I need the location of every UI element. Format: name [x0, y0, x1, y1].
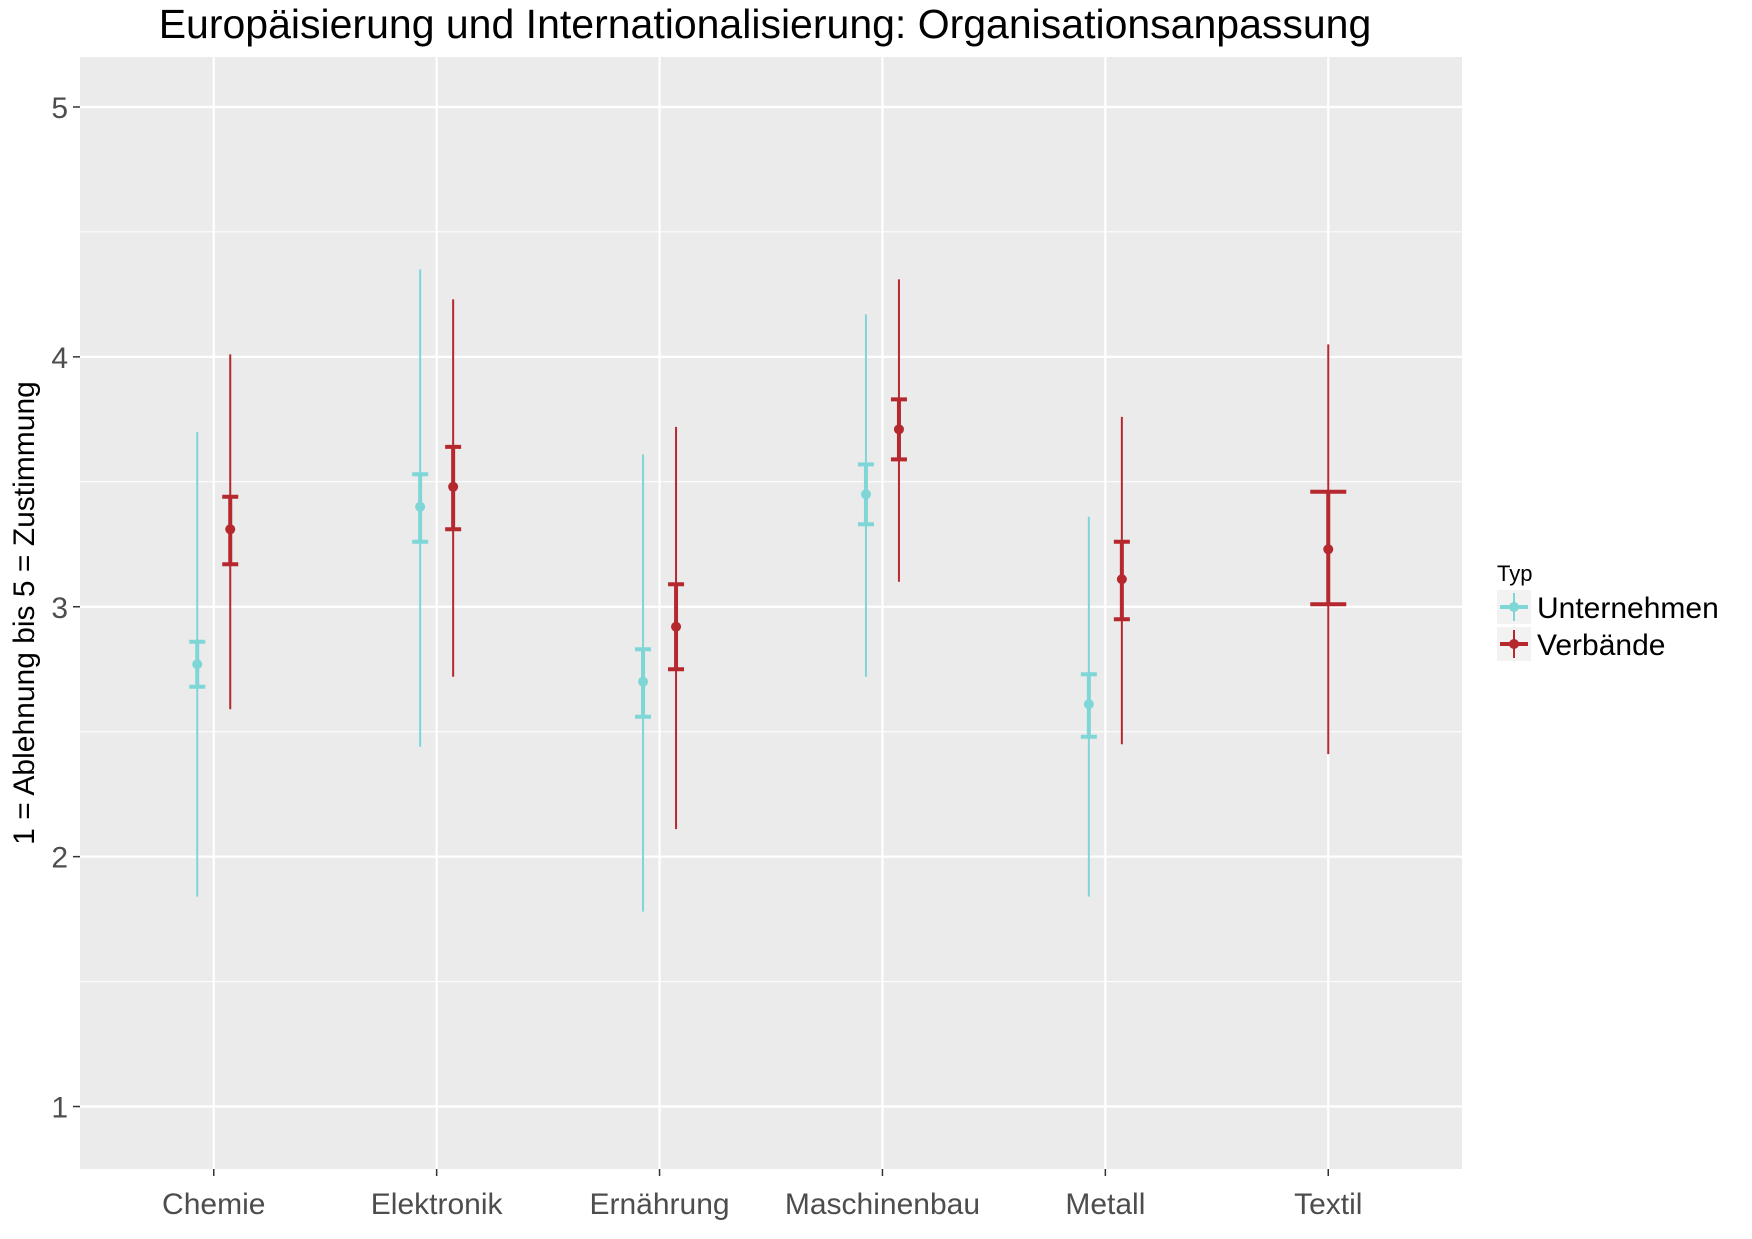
- legend: Typ Unternehmen Verbände: [1497, 561, 1719, 662]
- mean-point: [671, 621, 682, 632]
- y-tick-label: 5: [51, 92, 68, 125]
- mean-point: [860, 489, 871, 500]
- x-tick-label: Textil: [1294, 1188, 1362, 1221]
- errorbar-verbände-chemie: [222, 354, 239, 710]
- mean-point: [1323, 544, 1334, 555]
- x-axis: Chemie Elektronik Ernährung Maschinenbau Met…: [162, 1169, 1362, 1221]
- errorbar-unternehmen-elektronik: [412, 269, 429, 747]
- x-tick-label: Elektronik: [371, 1188, 504, 1221]
- errorbar-verbände-maschinenbau: [890, 279, 907, 582]
- mean-point: [638, 676, 649, 687]
- y-axis: 1 2 3 4 5: [51, 92, 80, 1125]
- plot-panel: [80, 57, 1462, 1169]
- mean-point: [893, 424, 904, 435]
- y-tick-label: 1: [51, 1092, 68, 1125]
- errorbar-unternehmen-maschinenbau: [857, 314, 874, 677]
- y-tick-label: 2: [51, 842, 68, 875]
- legend-key-point: [1509, 602, 1519, 612]
- x-tick-label: Maschinenbau: [785, 1188, 980, 1221]
- legend-title: Typ: [1497, 561, 1532, 586]
- x-tick-label: Metall: [1065, 1188, 1145, 1221]
- gridlines: [80, 57, 1462, 1169]
- mean-point: [1116, 574, 1127, 585]
- x-tick-label: Chemie: [162, 1188, 265, 1221]
- errorbar-verbände-textil: [1310, 344, 1347, 755]
- legend-label: Verbände: [1537, 629, 1665, 662]
- errorbar-verbände-ernährung: [668, 426, 685, 830]
- mean-point: [225, 524, 236, 535]
- mean-point: [1083, 699, 1094, 710]
- y-tick-label: 3: [51, 592, 68, 625]
- data-marks: [189, 269, 1347, 912]
- errorbar-verbände-metall: [1113, 416, 1130, 745]
- errorbar-unternehmen-chemie: [189, 431, 206, 897]
- chart-title: Europäisierung und Internationalisierung…: [159, 1, 1372, 47]
- legend-key-point: [1509, 639, 1519, 649]
- errorbar-verbände-elektronik: [445, 299, 462, 677]
- mean-point: [192, 659, 203, 670]
- errorbar-unternehmen-ernährung: [635, 454, 652, 912]
- x-tick-label: Ernährung: [589, 1188, 729, 1221]
- errorbar-unternehmen-metall: [1080, 516, 1097, 897]
- y-tick-label: 4: [51, 342, 68, 375]
- mean-point: [415, 501, 426, 512]
- mean-point: [448, 481, 459, 492]
- y-axis-title: 1 = Ablehnung bis 5 = Zustimmung: [8, 381, 41, 845]
- legend-label: Unternehmen: [1537, 592, 1719, 625]
